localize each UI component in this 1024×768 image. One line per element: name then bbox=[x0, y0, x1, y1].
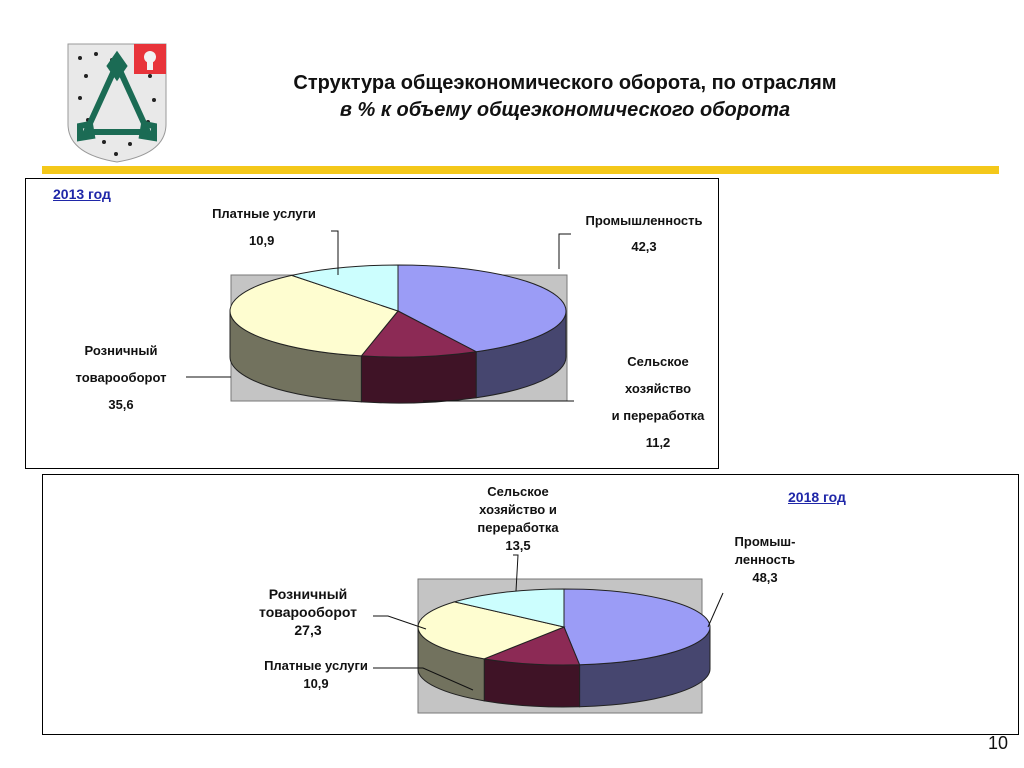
leader-line bbox=[558, 233, 571, 269]
slice-label-line: Сельское bbox=[487, 484, 549, 499]
pie-slice bbox=[397, 264, 567, 353]
leader-line bbox=[373, 667, 474, 691]
pie-slice-side bbox=[483, 658, 581, 708]
pie-slice bbox=[289, 264, 399, 312]
title-subtitle: в % к объему общеэкономического оборота bbox=[339, 99, 791, 121]
slice-label-line: ленность bbox=[734, 552, 796, 567]
slice-label-agriculture-2018: Сельское хозяйство и переработка 13,5 bbox=[458, 483, 578, 555]
slice-label-text: Платные услуги bbox=[264, 658, 368, 673]
slice-label-line: товарооборот bbox=[259, 604, 357, 620]
slice-value-text: 35,6 bbox=[108, 397, 134, 412]
slice-value-text: 48,3 bbox=[752, 570, 778, 585]
pie-slice bbox=[452, 588, 565, 628]
slice-label-industry-2013: Промышленность 42,3 bbox=[564, 212, 724, 256]
leader-line bbox=[513, 554, 519, 592]
slice-label-line: Розничный bbox=[268, 586, 348, 602]
coat-of-arms-icon bbox=[67, 43, 167, 163]
pie-slice-side bbox=[360, 351, 477, 404]
slice-label-line: и переработка bbox=[611, 408, 705, 423]
pie-slice bbox=[360, 310, 478, 358]
leader-line bbox=[331, 230, 339, 275]
pie-slice bbox=[563, 588, 711, 666]
slice-label-line: Розничный bbox=[84, 343, 158, 358]
slice-label-line: Сельское bbox=[627, 354, 689, 369]
page-number: 10 bbox=[988, 733, 1009, 753]
pie-slice bbox=[482, 626, 581, 666]
slice-value-text: 10,9 bbox=[249, 233, 275, 248]
pie-chart-2013 bbox=[186, 230, 574, 404]
slice-label-line: хозяйство bbox=[624, 381, 692, 396]
leader-line bbox=[707, 592, 724, 628]
slice-label-retail-2013: Розничный товарооборот 35,6 bbox=[61, 337, 181, 418]
chart-2013-panel: 2013 год Промышленность 42,3 Сельское хо… bbox=[25, 178, 719, 469]
slice-label-retail-2018: Розничный товарооборот 27,3 bbox=[243, 585, 373, 639]
accent-divider bbox=[42, 166, 999, 174]
slice-label-industry-2018: Промыш- ленность 48,3 bbox=[715, 533, 815, 587]
slice-label-agriculture-2013: Сельское хозяйство и переработка 11,2 bbox=[596, 348, 720, 456]
slice-value-text: 27,3 bbox=[294, 622, 322, 638]
slice-label-text: Промышленность bbox=[585, 213, 703, 228]
title-main: Структура общеэкономического оборота, по… bbox=[293, 72, 837, 94]
slice-value-text: 10,9 bbox=[303, 676, 329, 691]
slice-label-line: хозяйство и bbox=[479, 502, 557, 517]
slice-value-text: 11,2 bbox=[645, 435, 671, 450]
slice-label-services-2018: Платные услуги 10,9 bbox=[251, 657, 381, 693]
pie-chart-2018 bbox=[373, 554, 724, 714]
slice-label-line: переработка bbox=[477, 520, 559, 535]
leader-line bbox=[373, 615, 427, 630]
chart-2018-panel: 2018 год Промыш- ленность 48,3 Платные у… bbox=[42, 474, 1019, 735]
slice-label-text: Платные услуги bbox=[212, 206, 316, 221]
year-label-2018: 2018 год bbox=[788, 489, 846, 505]
year-label-2013: 2013 год bbox=[53, 186, 111, 202]
slice-label-line: Промыш- bbox=[734, 534, 796, 549]
pie-slice bbox=[417, 601, 566, 660]
slice-label-line: товарооборот bbox=[75, 370, 167, 385]
page-title: Структура общеэкономического оборота, по… bbox=[180, 70, 950, 124]
slice-label-services-2013: Платные услуги 10,9 bbox=[194, 205, 334, 250]
slice-value-text: 13,5 bbox=[505, 538, 531, 553]
pie-slice bbox=[229, 274, 399, 357]
slice-value-text: 42,3 bbox=[631, 239, 657, 254]
